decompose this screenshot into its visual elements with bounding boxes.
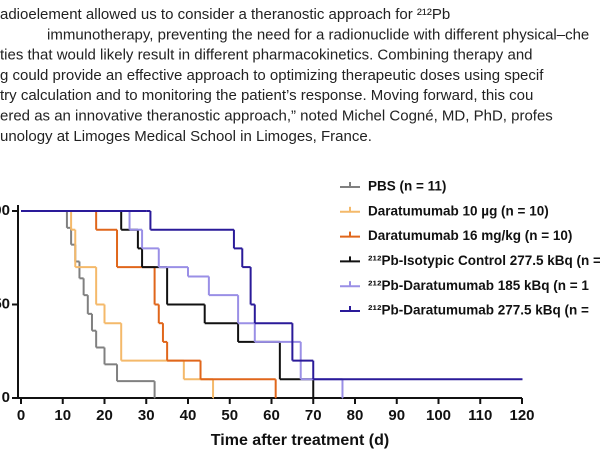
y-tick-label: 50 xyxy=(0,295,10,312)
paragraph-line: unology at Limoges Medical School in Lim… xyxy=(0,128,372,145)
legend-label: ²¹²Pb-Daratumumab 185 kBq (n = 1 xyxy=(368,278,589,293)
legend-label: PBS (n = 11) xyxy=(368,179,446,194)
x-tick-label: 120 xyxy=(509,407,534,424)
x-tick-label: 70 xyxy=(305,407,322,424)
x-tick-label: 110 xyxy=(468,407,492,424)
legend-label: Daratumumab 10 µg (n = 10) xyxy=(368,203,549,218)
paragraph-line: ered as an innovative theranostic approa… xyxy=(0,107,553,124)
y-tick-label: 100 xyxy=(0,202,10,219)
x-tick-label: 60 xyxy=(263,407,280,424)
y-tick-label: 0 xyxy=(2,389,10,406)
paragraph-line: ties that would likely result in differe… xyxy=(0,47,533,64)
paragraph-line: try calculation and to monitoring the pa… xyxy=(0,87,533,104)
x-tick-label: 50 xyxy=(221,407,238,424)
paragraph-line: g could provide an effective approach to… xyxy=(0,67,544,84)
legend-label: ²¹²Pb-Daratumumab 277.5 kBq (n = xyxy=(368,303,589,318)
x-axis-label: Time after treatment (d) xyxy=(211,432,389,449)
x-tick-label: 20 xyxy=(96,407,113,424)
x-tick-label: 40 xyxy=(180,407,197,424)
x-tick-label: 0 xyxy=(17,407,25,424)
x-tick-label: 30 xyxy=(138,407,155,424)
x-tick-label: 90 xyxy=(388,407,405,424)
paragraph-line: adioelement allowed us to consider a the… xyxy=(0,6,450,23)
x-tick-label: 100 xyxy=(426,407,451,424)
legend-label: Daratumumab 16 mg/kg (n = 10) xyxy=(368,228,572,243)
legend-label: ²¹²Pb-Isotypic Control 277.5 kBq (n = 10… xyxy=(368,253,600,268)
paragraph-line: immunotherapy, preventing the need for a… xyxy=(47,26,589,43)
x-tick-label: 10 xyxy=(54,407,71,424)
x-tick-label: 80 xyxy=(347,407,364,424)
